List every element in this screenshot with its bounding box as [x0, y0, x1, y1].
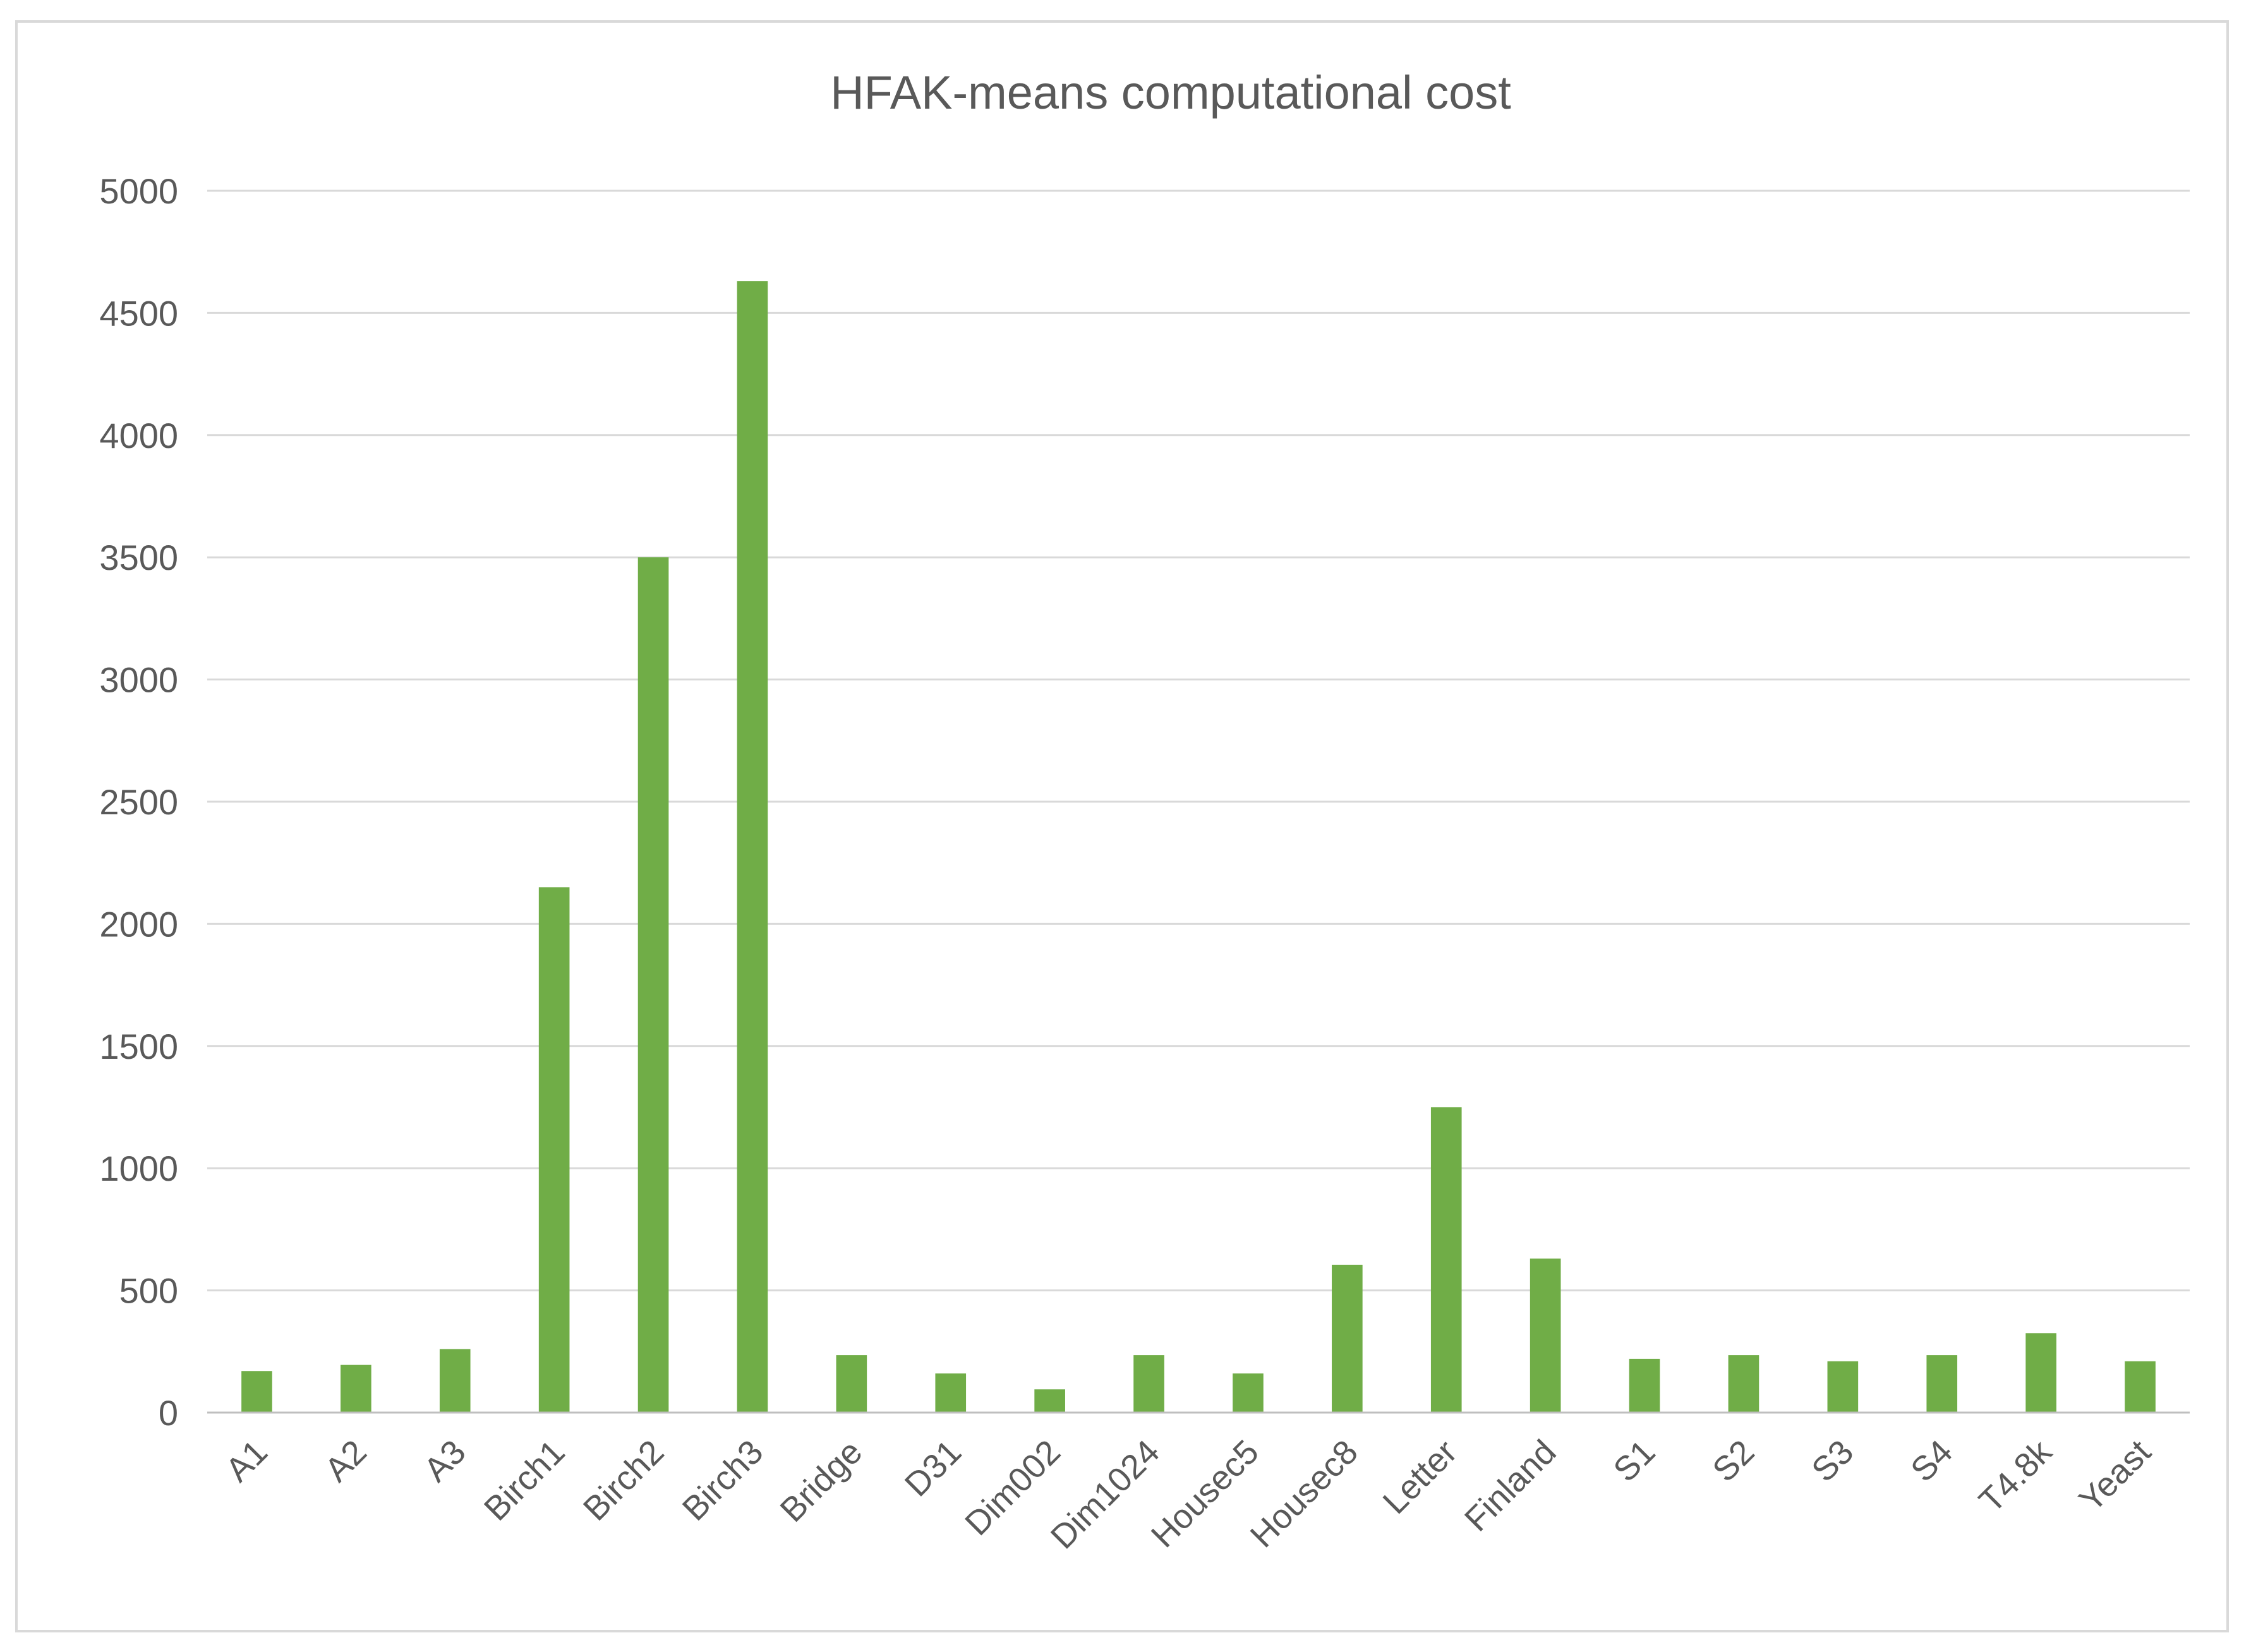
bar [1034, 1389, 1065, 1413]
bar [1430, 1107, 1462, 1413]
bar [2125, 1361, 2156, 1413]
bar [538, 887, 570, 1413]
y-tick-label: 1000 [99, 1149, 178, 1188]
y-tick-label: 3000 [99, 660, 178, 700]
bar [1332, 1264, 1363, 1413]
bar [1233, 1373, 1264, 1413]
bar [1728, 1355, 1759, 1413]
bar [737, 281, 768, 1413]
bar [341, 1365, 371, 1413]
bar [935, 1373, 967, 1413]
bar [637, 557, 669, 1413]
chart-frame [15, 20, 2229, 1632]
bar [1629, 1358, 1660, 1413]
chart-title: HFAK-means computational cost [830, 66, 1511, 119]
bar [836, 1355, 867, 1413]
y-tick-label: 4000 [99, 416, 178, 455]
bar [241, 1371, 272, 1413]
y-axis-tick-labels: 0 500 1000 1500 2000 2500 3000 3500 4000 4500 5000 [99, 171, 178, 1433]
bars [241, 281, 2156, 1413]
bar [2025, 1333, 2056, 1413]
bar [439, 1349, 471, 1413]
y-tick-label: 2500 [99, 782, 178, 822]
gridlines [207, 190, 2190, 1292]
y-tick-label: 4500 [99, 293, 178, 333]
bar [1827, 1361, 1859, 1413]
y-tick-label: 3500 [99, 538, 178, 577]
y-tick-label: 500 [119, 1271, 178, 1311]
bar [1926, 1355, 1958, 1413]
y-tick-label: 1500 [99, 1027, 178, 1066]
y-tick-label: 5000 [99, 171, 178, 211]
bar [1133, 1355, 1164, 1413]
y-tick-label: 0 [159, 1393, 178, 1433]
y-tick-label: 2000 [99, 904, 178, 944]
bar [1530, 1258, 1561, 1413]
